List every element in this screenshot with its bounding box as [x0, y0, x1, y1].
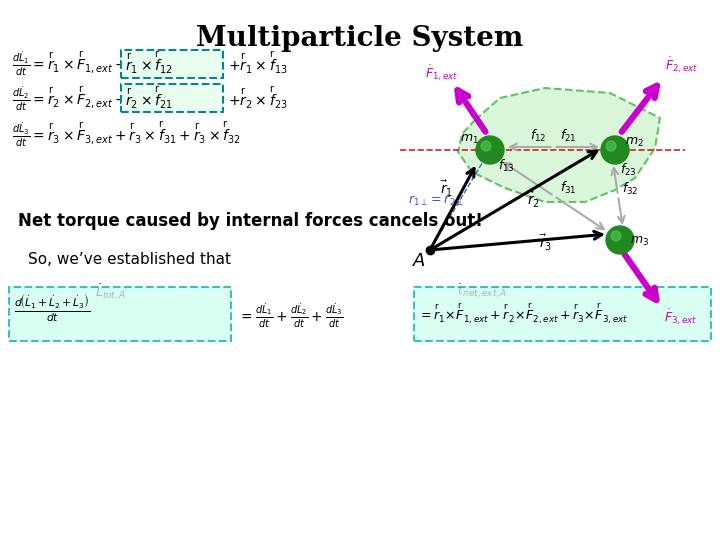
Text: $f_{13}$: $f_{13}$: [498, 158, 515, 174]
Text: Net torque caused by internal forces cancels out!: Net torque caused by internal forces can…: [18, 212, 483, 230]
FancyBboxPatch shape: [121, 84, 223, 112]
Circle shape: [481, 141, 491, 151]
Text: $\frac{d\dot{L}_2}{dt} = \overset{\mathsf{r}}{r}_2 \times \overset{\mathsf{r}}{F: $\frac{d\dot{L}_2}{dt} = \overset{\maths…: [12, 85, 127, 113]
Circle shape: [476, 136, 504, 164]
Text: $A$: $A$: [412, 252, 426, 270]
Text: $\overset{\mathsf{r}}{r}_2 \times \overset{\mathsf{r}}{f}_{21}$: $\overset{\mathsf{r}}{r}_2 \times \overs…: [125, 85, 173, 111]
Circle shape: [611, 231, 621, 241]
FancyBboxPatch shape: [9, 287, 231, 341]
Text: $m_2$: $m_2$: [625, 136, 644, 149]
Text: $f_{31}$: $f_{31}$: [560, 180, 577, 196]
Text: $f_{23}$: $f_{23}$: [620, 162, 637, 178]
Text: $\dot{F}_{2,ext}$: $\dot{F}_{2,ext}$: [665, 55, 698, 75]
FancyBboxPatch shape: [121, 50, 223, 78]
FancyBboxPatch shape: [414, 287, 711, 341]
Text: $\frac{d\dot{L}_3}{dt} = \overset{\mathsf{r}}{r}_3 \times \overset{\mathsf{r}}{F: $\frac{d\dot{L}_3}{dt} = \overset{\maths…: [12, 120, 241, 149]
Text: $\dot{\tau}_{net,ext,A}$: $\dot{\tau}_{net,ext,A}$: [455, 282, 508, 300]
Text: $+ \overset{\mathsf{r}}{r}_1 \times \overset{\mathsf{r}}{f}_{13}$: $+ \overset{\mathsf{r}}{r}_1 \times \ove…: [228, 50, 288, 76]
Circle shape: [606, 226, 634, 254]
Text: $\overset{\mathsf{r}}{r}_1 \times \overset{\mathsf{r}}{f}_{12}$: $\overset{\mathsf{r}}{r}_1 \times \overs…: [125, 50, 173, 76]
Text: Multiparticle System: Multiparticle System: [197, 25, 523, 52]
Text: $\vec{r}_1$: $\vec{r}_1$: [440, 179, 453, 199]
Text: $m_3$: $m_3$: [630, 235, 649, 248]
Text: $\dot{L}_{tot,A}$: $\dot{L}_{tot,A}$: [95, 282, 126, 302]
Circle shape: [606, 141, 616, 151]
Text: $m_1$: $m_1$: [460, 133, 479, 146]
Text: $f_{21}$: $f_{21}$: [560, 128, 577, 144]
Text: $f_{32}$: $f_{32}$: [622, 181, 639, 197]
Polygon shape: [458, 88, 660, 202]
Text: $= \overset{\mathsf{r}}{r}_1\!\times\!\overset{\mathsf{r}}{F}_{1,ext} + \overset: $= \overset{\mathsf{r}}{r}_1\!\times\!\o…: [418, 302, 629, 326]
Text: $f_{12}$: $f_{12}$: [530, 128, 546, 144]
Text: $\dot{F}_{1,ext}$: $\dot{F}_{1,ext}$: [425, 63, 459, 83]
Text: $\vec{r}_2$: $\vec{r}_2$: [527, 191, 540, 211]
Text: $= \frac{d\dot{L}_1}{dt} + \frac{d\dot{L}_2}{dt} + \frac{d\dot{L}_3}{dt}$: $= \frac{d\dot{L}_1}{dt} + \frac{d\dot{L…: [238, 302, 343, 330]
Text: $\frac{d\dot{L}_1}{dt} = \overset{\mathsf{r}}{r}_1 \times \overset{\mathsf{r}}{F: $\frac{d\dot{L}_1}{dt} = \overset{\maths…: [12, 50, 127, 78]
Text: $r_{1\perp}=r_{2\perp}$: $r_{1\perp}=r_{2\perp}$: [408, 194, 464, 208]
Text: $\vec{r}_3$: $\vec{r}_3$: [539, 233, 552, 253]
Circle shape: [601, 136, 629, 164]
Text: So, we’ve established that: So, we’ve established that: [28, 252, 231, 267]
Text: $\dot{F}_{3,ext}$: $\dot{F}_{3,ext}$: [664, 307, 698, 327]
Text: $+ \overset{\mathsf{r}}{r}_2 \times \overset{\mathsf{r}}{f}_{23}$: $+ \overset{\mathsf{r}}{r}_2 \times \ove…: [228, 85, 288, 111]
Text: $\frac{d\!\left(\dot{L}_1+\dot{L}_2+\dot{L}_3\right)}{dt}$: $\frac{d\!\left(\dot{L}_1+\dot{L}_2+\dot…: [14, 292, 91, 324]
